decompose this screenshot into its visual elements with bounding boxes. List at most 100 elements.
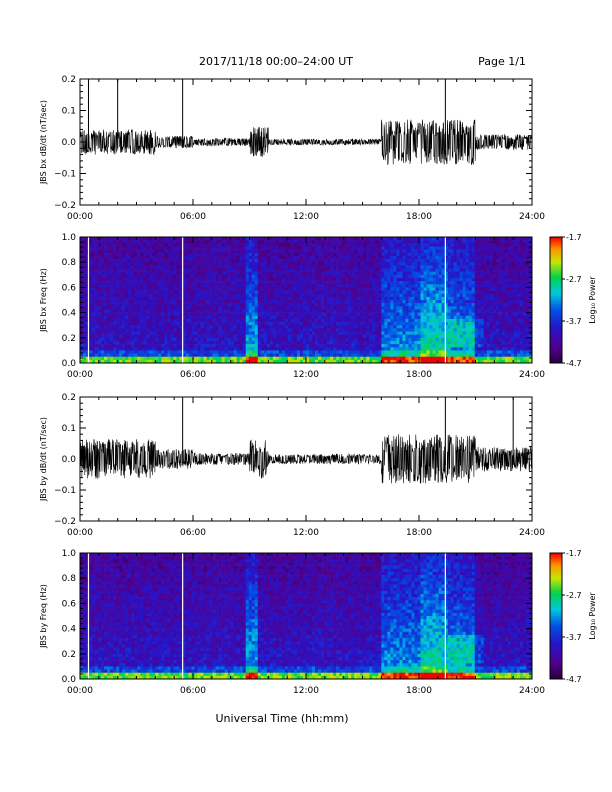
spectrogram-cell [330,246,334,250]
spectrogram-cell [95,255,99,260]
spectrogram-cell [104,325,108,329]
spectrogram-cell [444,259,448,263]
spectrogram-cell [86,287,90,291]
spectrogram-cell [293,274,298,279]
spectrogram-cell [230,353,234,357]
spectrogram-cell [293,246,298,250]
spectrogram-cell [248,350,253,354]
spectrogram-cell [296,312,301,317]
spectrogram-cell [438,306,442,310]
spectrogram-cell [327,287,331,291]
spectrogram-cell [423,287,427,291]
spectrogram-cell [278,240,283,244]
spectrogram-cell [318,328,322,332]
spectrogram-cell [128,331,132,335]
spectrogram-cell [423,243,427,247]
spectrogram-cell [176,306,180,310]
spectrogram-cell [375,281,379,285]
spectrogram-cell [351,249,355,254]
spectrogram-cell [441,309,445,313]
spectrogram-cell [351,240,355,244]
spectrogram-cell [275,334,280,339]
spectrogram-cell [206,300,210,304]
spectrogram-cell [399,240,403,244]
spectrogram-cell [218,344,222,348]
spectrogram-cell [209,277,213,282]
spectrogram-cell [369,274,373,279]
spectrogram-cell [351,277,355,282]
spectrogram-cell [236,344,240,348]
spectrogram-cell [444,252,448,257]
spectrogram-cell [312,287,316,291]
spectrogram-cell [131,262,135,266]
spectrogram-cell [278,293,283,298]
spectrogram-cell [233,315,237,320]
spectrogram-cell [233,331,237,335]
spectrogram-cell [191,265,195,269]
spectrogram-cell [396,265,400,269]
spectrogram-cell [143,290,147,294]
spectrogram-cell [414,347,418,351]
spectrogram-cell [83,246,87,250]
spectrogram-cell [143,255,147,260]
spectrogram-cell [324,290,328,294]
spectrogram-cell [390,293,394,298]
spectrogram-cell [272,303,277,307]
spectrogram-cell [390,287,394,291]
spectrogram-cell [269,284,274,288]
spectrogram-cell [411,290,415,294]
spectrogram-cell [221,259,225,263]
spectrogram-cell [333,293,337,298]
spectrogram-cell [411,359,415,364]
spectrogram-cell [236,312,240,317]
spectrogram-cell [345,334,349,339]
spectrogram-cell [435,284,439,288]
spectrogram-cell [191,249,195,254]
spectrogram-cell [296,344,301,348]
spectrogram-cell [378,350,382,354]
spectrogram-cell [254,356,259,361]
spectrogram-cell [318,303,322,307]
spectrogram-cell [164,252,168,257]
spectrogram-cell [170,249,174,254]
spectrogram-cell [315,293,319,298]
spectrogram-cell [330,240,334,244]
spectrogram-cell [357,322,361,326]
spectrogram-cell [290,240,295,244]
spectrogram-cell [342,240,346,244]
spectrogram-cell [101,274,105,279]
spectrogram-cell [182,265,186,269]
spectrogram-cell [149,277,153,282]
spectrogram-cell [119,265,123,269]
spectrogram-cell [378,306,382,310]
spectrogram-cell [239,281,244,285]
spectrogram-cell [293,284,298,288]
spectrogram-cell [239,337,244,342]
spectrogram-cell [393,284,397,288]
spectrogram-cell [351,353,355,357]
spectrogram-cell [327,246,331,250]
spectrogram-cell [125,268,129,272]
spectrogram-cell [122,287,126,291]
spectrogram-cell [378,296,382,301]
spectrogram-cell [405,315,409,320]
spectrogram-cell [233,274,237,279]
spectrogram-cell [101,356,105,361]
spectrogram-cell [164,306,168,310]
spectrogram-cell [348,249,352,254]
spectrogram-cell [375,340,379,345]
spectrogram-cell [360,309,364,313]
spectrogram-cell [423,344,427,348]
spectrogram-cell [263,306,268,310]
spectrogram-cell [426,274,430,279]
spectrogram-cell [206,328,210,332]
spectrogram-cell [287,259,292,263]
spectrogram-cell [233,237,237,241]
spectrogram-cell [122,331,126,335]
spectrogram-cell [140,356,144,361]
spectrogram-cell [95,246,99,250]
spectrogram-cell [339,312,343,317]
spectrogram-cell [104,340,108,345]
spectrogram-cell [137,331,141,335]
spectrogram-cell [369,284,373,288]
